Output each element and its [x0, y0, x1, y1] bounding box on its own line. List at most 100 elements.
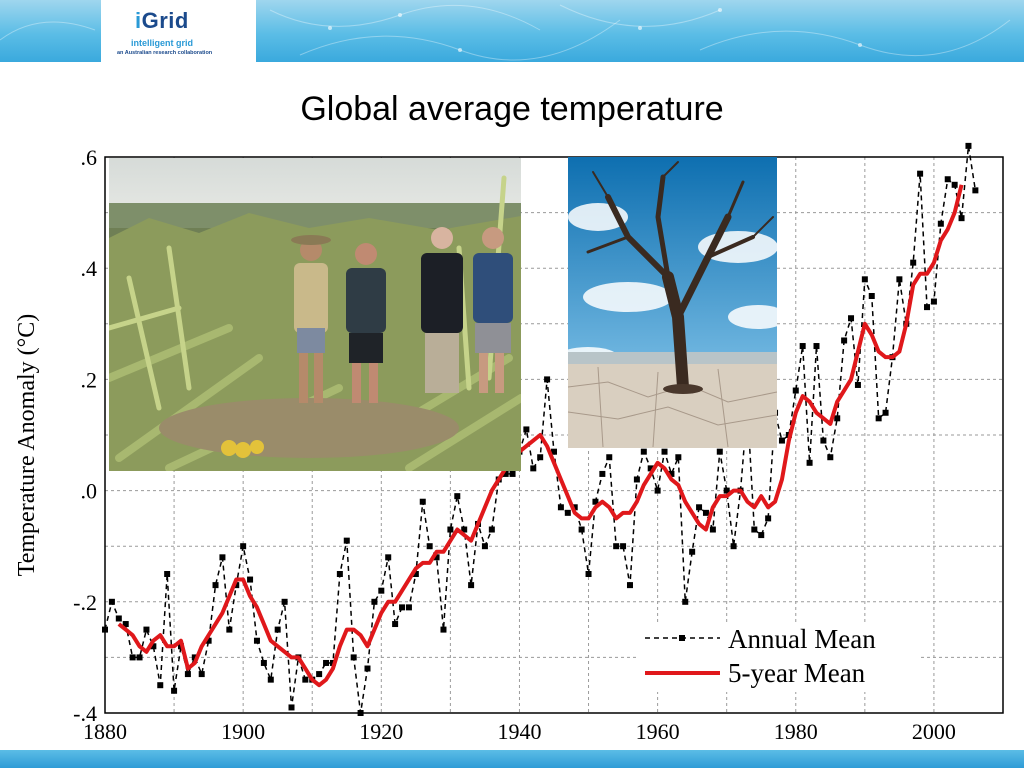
annual-mean-point — [523, 426, 530, 433]
annual-mean-point — [399, 604, 406, 611]
annual-mean-point — [640, 448, 647, 455]
annual-mean-point — [302, 676, 309, 683]
banana-plantation-image — [109, 158, 521, 471]
annual-mean-point — [682, 598, 689, 605]
annual-mean-point — [212, 582, 219, 589]
logo-tagline: an Australian research collaboration — [117, 50, 213, 56]
x-tick-label: 1880 — [83, 719, 127, 744]
annual-mean-point — [875, 415, 882, 422]
annual-mean-point — [440, 626, 447, 633]
plot-frame — [104, 156, 1004, 714]
five-year-mean-line — [117, 184, 964, 688]
annual-mean-point — [392, 621, 399, 628]
annual-mean-point — [336, 571, 343, 577]
annual-mean-point — [260, 659, 267, 666]
x-tick-label: 1920 — [359, 719, 403, 744]
annual-mean-point — [696, 504, 703, 511]
dead-tree-image — [568, 157, 777, 448]
annual-mean-point — [122, 621, 129, 628]
annual-mean-point — [454, 493, 461, 500]
annual-mean-point — [530, 465, 537, 472]
annual-mean-point — [778, 437, 785, 444]
legend-five-year-label: 5-year Mean — [728, 658, 866, 688]
y-tick-label: .6 — [81, 145, 98, 170]
annual-mean-point — [702, 509, 709, 516]
y-axis-label: Temperature Anomaly (°C) — [14, 314, 40, 577]
annual-mean-point — [171, 687, 178, 694]
annual-mean-point — [709, 526, 716, 533]
annual-mean-point — [910, 259, 917, 266]
logo-wordmark: iGrid — [135, 8, 189, 33]
annual-mean-point — [198, 671, 205, 678]
annual-mean-point — [799, 343, 806, 350]
annual-mean-point — [164, 571, 171, 577]
annual-mean-point — [813, 343, 820, 350]
annual-mean-point — [447, 526, 454, 533]
annual-mean-point — [412, 571, 419, 577]
annual-mean-point — [606, 454, 613, 461]
annual-mean-point — [143, 626, 150, 633]
annual-mean-point — [419, 498, 426, 505]
annual-mean-point — [488, 526, 495, 533]
annual-mean-point — [316, 671, 323, 678]
annual-mean-point — [578, 526, 585, 533]
annual-mean-point — [281, 598, 288, 605]
annual-mean-point — [654, 487, 661, 494]
annual-mean-point — [854, 381, 861, 388]
annual-mean-point — [191, 654, 198, 661]
annual-mean-point — [564, 509, 571, 516]
annual-mean-point — [792, 387, 799, 394]
legend-annual-marker — [679, 635, 685, 641]
annual-mean-point — [675, 454, 682, 461]
annual-mean-point — [668, 470, 675, 477]
annual-mean-point — [544, 376, 551, 383]
annual-mean-point — [924, 304, 931, 311]
annual-mean-point — [896, 276, 903, 283]
x-tick-label: 2000 — [912, 719, 956, 744]
annual-mean-point — [571, 504, 578, 511]
annual-mean-point — [951, 181, 958, 188]
annual-mean-point — [481, 543, 488, 550]
header-banner: iGrid intelligent grid an Australian res… — [0, 0, 1024, 62]
slide-title: Global average temperature — [300, 90, 724, 128]
annual-mean-point — [267, 676, 274, 683]
annual-mean-point — [219, 554, 226, 561]
annual-mean-point — [723, 487, 730, 494]
x-tick-label: 1960 — [636, 719, 680, 744]
dead-tree-drought-photo — [568, 157, 777, 448]
annual-mean-point — [551, 448, 557, 455]
annual-mean-point — [226, 626, 233, 633]
annual-mean-point — [405, 604, 412, 611]
annual-mean-point — [965, 142, 972, 149]
annual-mean-point — [461, 526, 468, 533]
y-tick-label: .4 — [81, 256, 98, 281]
annual-mean-point — [930, 298, 937, 305]
annual-mean-point — [944, 176, 951, 183]
annual-mean-point — [205, 637, 212, 644]
annual-mean-point — [288, 704, 295, 711]
y-tick-label: .2 — [81, 367, 98, 392]
annual-mean-point — [343, 537, 350, 544]
annual-mean-point — [371, 598, 378, 605]
annual-mean-point — [378, 587, 385, 594]
x-tick-label: 1940 — [497, 719, 541, 744]
annual-mean-point — [758, 532, 765, 539]
annual-mean-point — [537, 454, 544, 461]
annual-mean-point — [274, 626, 281, 633]
annual-mean-point — [751, 526, 758, 533]
annual-mean-point — [882, 409, 889, 416]
annual-mean-point — [364, 665, 371, 672]
x-tick-label: 1900 — [221, 719, 265, 744]
annual-mean-point — [868, 293, 875, 299]
annual-mean-point — [633, 476, 640, 483]
annual-mean-point — [937, 220, 944, 227]
annual-mean-point — [592, 498, 599, 505]
annual-mean-point — [848, 315, 855, 322]
annual-mean-point — [972, 187, 979, 194]
logo-subtitle: intelligent grid — [131, 38, 193, 48]
annual-mean-point — [323, 659, 330, 666]
annual-mean-point — [108, 598, 115, 605]
annual-mean-point — [247, 576, 254, 583]
annual-mean-point — [350, 654, 357, 661]
igrid-logo: iGrid intelligent grid an Australian res… — [101, 0, 256, 62]
